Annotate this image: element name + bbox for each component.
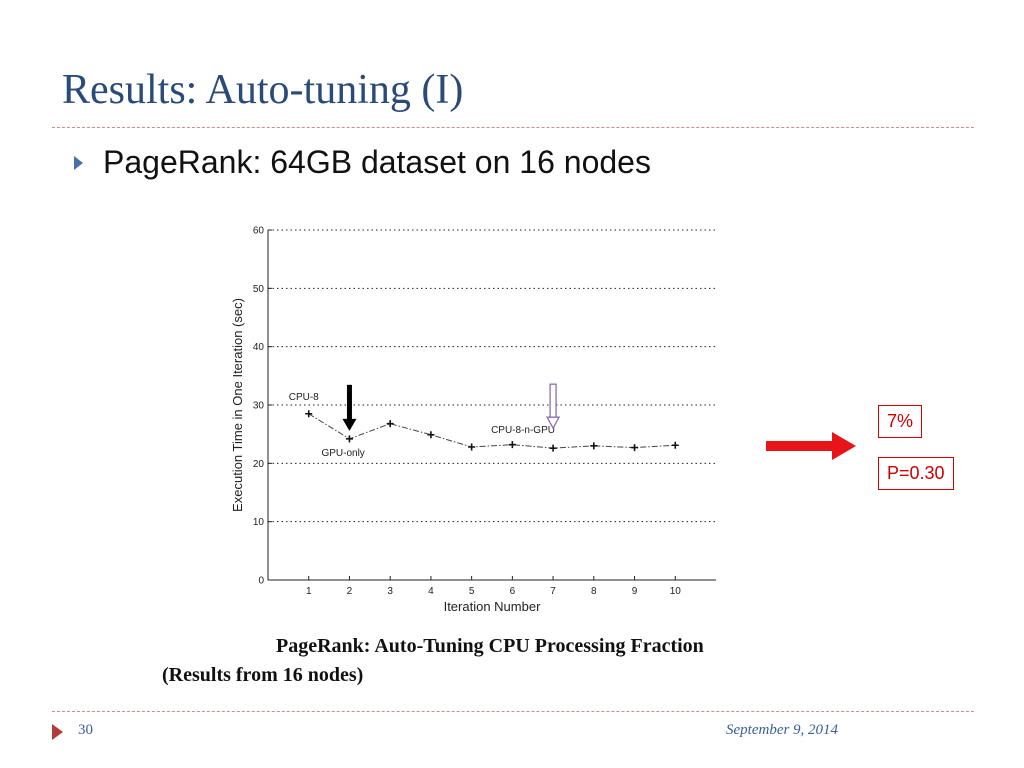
footer-triangle-icon xyxy=(52,724,63,740)
y-tick-label: 0 xyxy=(258,576,264,587)
data-point xyxy=(671,441,679,449)
x-tick-label: 2 xyxy=(347,586,353,597)
footer-divider xyxy=(52,711,974,712)
y-axis-label: Execution Time in One Iteration (sec) xyxy=(230,298,245,512)
improvement-label: 7% xyxy=(878,405,923,438)
x-tick-label: 3 xyxy=(387,586,393,597)
data-annotation: GPU-only xyxy=(321,448,364,459)
chart-caption-line1: PageRank: Auto-Tuning CPU Processing Fra… xyxy=(276,635,704,657)
y-tick-label: 10 xyxy=(253,517,265,528)
title-divider xyxy=(52,127,974,128)
y-tick-label: 60 xyxy=(253,226,265,237)
data-annotation: CPU-8-n-GPU xyxy=(491,425,555,436)
page-number: 30 xyxy=(78,722,93,738)
x-tick-label: 7 xyxy=(550,586,556,597)
black-arrow-icon xyxy=(346,384,352,421)
y-tick-label: 30 xyxy=(253,401,265,412)
x-tick-label: 5 xyxy=(469,586,475,597)
y-tick-label: 50 xyxy=(253,284,265,295)
x-axis-label: Iteration Number xyxy=(444,599,541,614)
execution-time-chart: 0 10 20 30 40 50 60 1 2 3 4 5 6 7 8 9 10 Iteration Number… xyxy=(230,226,716,614)
data-point xyxy=(590,442,598,450)
p-value-label: P=0.30 xyxy=(878,457,954,490)
x-tick-label: 6 xyxy=(510,586,516,597)
data-annotation: CPU-8 xyxy=(289,392,319,403)
bullet-text: PageRank: 64GB dataset on 16 nodes xyxy=(103,144,651,180)
black-arrow-head-icon xyxy=(342,418,357,431)
data-point xyxy=(427,431,435,439)
data-point xyxy=(549,444,557,452)
bullet-arrow-icon xyxy=(74,155,83,170)
x-tick-label: 10 xyxy=(670,586,682,597)
x-tick-label: 4 xyxy=(428,586,434,597)
y-tick-label: 20 xyxy=(253,459,265,470)
data-point xyxy=(305,410,313,418)
data-point xyxy=(508,441,516,449)
purple-arrow-head-icon xyxy=(545,416,561,430)
bullet-item: PageRank: 64GB dataset on 16 nodes xyxy=(74,144,651,181)
x-tick-label: 9 xyxy=(632,586,638,597)
series-line xyxy=(308,413,676,449)
data-point xyxy=(631,444,639,452)
purple-arrow-icon xyxy=(549,383,557,419)
x-tick-label: 1 xyxy=(306,586,312,597)
chart-caption-line2: (Results from 16 nodes) xyxy=(162,664,364,686)
data-point xyxy=(386,420,394,428)
slide-title: Results: Auto-tuning (I) xyxy=(62,67,464,113)
footer-date: September 9, 2014 xyxy=(726,722,839,738)
red-arrow-icon xyxy=(766,432,856,460)
data-point xyxy=(345,435,353,443)
x-tick-label: 8 xyxy=(591,586,597,597)
data-point xyxy=(468,443,476,451)
y-tick-label: 40 xyxy=(253,342,265,353)
